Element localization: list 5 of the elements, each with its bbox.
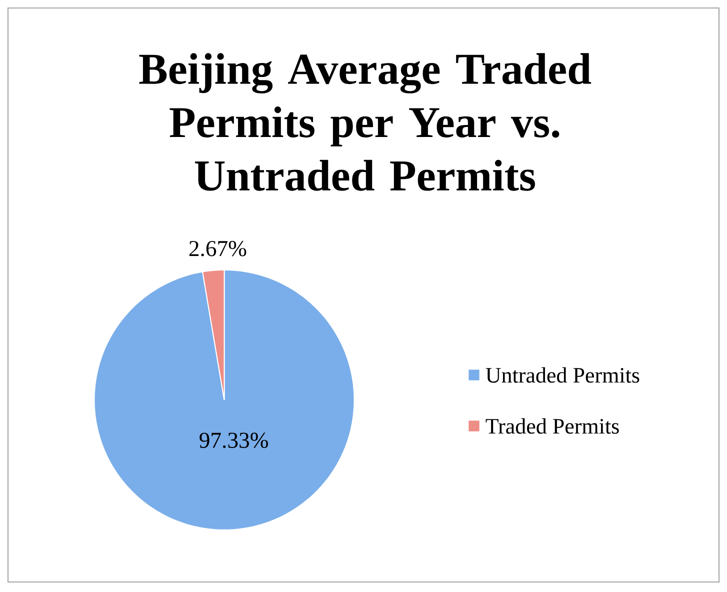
data-label: 97.33% <box>200 432 268 448</box>
legend-label: Traded Permits <box>486 418 619 434</box>
chart-title: Beijing Average Traded Permits per Year vs. Untraded Permits <box>139 53 592 191</box>
data-label: 2.67% <box>189 240 246 256</box>
legend-label: Untraded Permits <box>486 367 640 383</box>
